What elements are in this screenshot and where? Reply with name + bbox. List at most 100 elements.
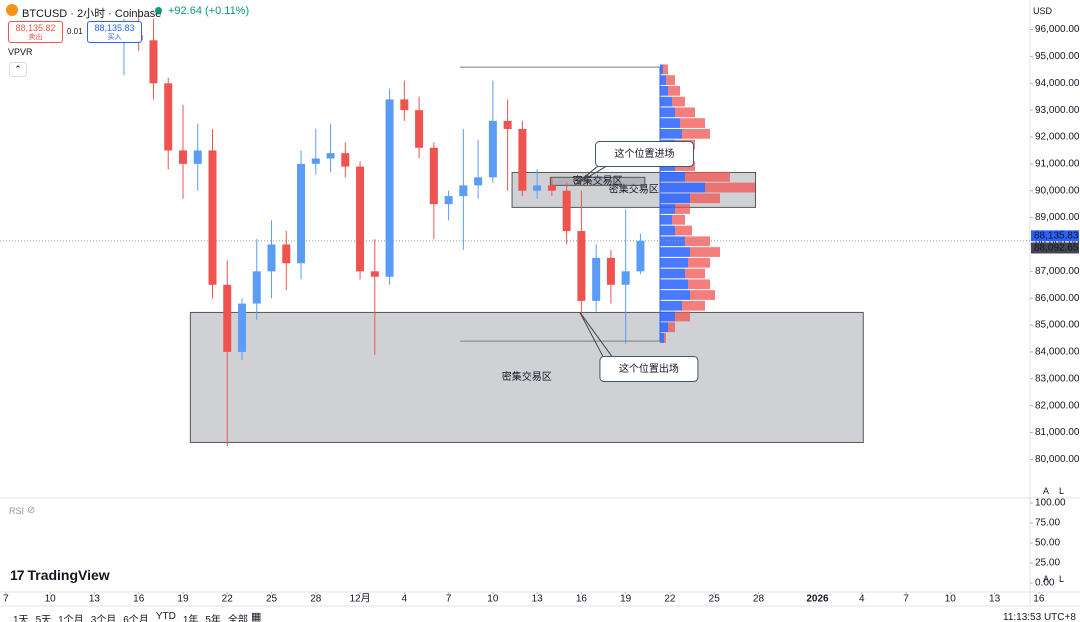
last-price-tag: [1031, 230, 1079, 242]
profile-up: [660, 247, 690, 257]
rsi-tick-label: 100.00: [1035, 498, 1066, 509]
profile-up: [660, 118, 680, 128]
sell-button[interactable]: 88,135.82 卖出: [8, 21, 63, 43]
profile-down: [685, 268, 705, 279]
profile-down: [672, 214, 685, 225]
log-scale[interactable]: L: [1059, 574, 1065, 584]
range-button[interactable]: 1天: [13, 615, 29, 622]
x-tick-label: 25: [709, 594, 721, 605]
y-tick-label: 89,000.00: [1035, 212, 1080, 223]
visibility-icon[interactable]: ⊘: [27, 505, 36, 516]
candle-body: [311, 158, 320, 164]
range-button[interactable]: 3个月: [90, 615, 117, 622]
collapse-button[interactable]: ⌃: [9, 62, 27, 77]
last-price-tag: [1031, 242, 1079, 254]
candle-body: [297, 163, 306, 264]
callout-box: [599, 355, 699, 382]
x-tick-label: 7: [446, 594, 452, 605]
symbol-title[interactable]: BTCUSD · 2小时 · Coinbase: [22, 8, 162, 20]
profile-up: [660, 300, 682, 311]
x-tick-label: 28: [753, 594, 765, 605]
candle-body: [606, 257, 615, 285]
profile-up: [660, 182, 705, 193]
zone-label: 密集交易区: [502, 370, 552, 383]
range-button[interactable]: 5年: [205, 615, 221, 622]
profile-down: [668, 322, 675, 333]
x-tick-label: 13: [89, 594, 101, 605]
y-tick-label: 86,000.00: [1035, 293, 1080, 304]
profile-up: [660, 96, 672, 107]
y-tick-label: 84,000.00: [1035, 347, 1080, 358]
profile-up: [660, 193, 690, 204]
range-bar: 1天 5天 1个月 3个月 6个月 YTD 1年 5年 全部: [13, 611, 248, 622]
buy-price: 88,135.83: [94, 23, 135, 33]
y-tick-label: 95,000.00: [1035, 51, 1080, 62]
range-button[interactable]: 全部: [227, 615, 248, 622]
zone-box: [549, 176, 646, 186]
callout-box: [595, 141, 695, 168]
log-scale[interactable]: L: [1059, 486, 1065, 496]
currency[interactable]: USD: [1033, 6, 1053, 16]
rsi-tick-label: 25.00: [1035, 558, 1060, 569]
profile-up: [660, 171, 685, 182]
profile-down: [675, 204, 690, 214]
candle-body: [193, 150, 202, 164]
profile-up: [660, 311, 675, 322]
y-tick-label: 87,000.00: [1035, 266, 1080, 277]
y-tick-label: 83,000.00: [1035, 373, 1080, 384]
candle-body: [149, 40, 158, 84]
profile-up: [660, 128, 682, 139]
x-tick-label: 22: [222, 594, 234, 605]
y-tick-label: 94,000.00: [1035, 78, 1080, 89]
range-button[interactable]: YTD: [155, 611, 176, 622]
profile-down: [675, 225, 692, 236]
x-tick-label: 10: [487, 594, 499, 605]
candle-body: [562, 190, 571, 232]
candle-body: [429, 147, 438, 205]
callout-pointer: [579, 312, 604, 357]
profile-down: [666, 75, 675, 85]
x-tick-label: 13: [989, 594, 1001, 605]
btc-icon: [6, 4, 18, 16]
brand-logo: 17 TradingView: [10, 567, 110, 583]
callout-pointer: [575, 165, 599, 185]
last-price-label: 88,135.83: [1034, 230, 1079, 241]
candle-body: [474, 177, 483, 186]
profile-down: [663, 64, 668, 75]
profile-up: [660, 290, 690, 300]
profile-up: [660, 268, 685, 279]
rsi-tick-label: 75.00: [1035, 518, 1060, 529]
x-tick-label: 13: [532, 594, 544, 605]
range-button[interactable]: 1年: [182, 615, 199, 622]
candle-body: [518, 128, 527, 191]
callout-text: 这个位置出场: [619, 362, 679, 375]
candle-body: [592, 257, 601, 301]
auto-scale[interactable]: A: [1043, 486, 1050, 496]
range-button[interactable]: 6个月: [123, 615, 149, 622]
candle-body: [164, 83, 173, 151]
rsi-tick-label: 50.00: [1035, 538, 1060, 549]
x-tick-label: 7: [903, 594, 909, 605]
x-tick-label: 7: [3, 594, 9, 605]
candle-body: [238, 303, 247, 352]
candle-body: [488, 120, 497, 178]
indicator-label[interactable]: VPVR: [8, 47, 33, 57]
candle-body: [223, 284, 232, 352]
range-button[interactable]: 5天: [35, 615, 52, 622]
callout-pointer: [579, 312, 613, 357]
calendar-icon[interactable]: ▦: [251, 611, 262, 622]
profile-down: [680, 118, 705, 128]
candle-body: [621, 271, 630, 285]
buy-button[interactable]: 88,135.83 买入: [87, 21, 142, 43]
auto-scale[interactable]: A: [1043, 574, 1050, 584]
spread: 0.01: [67, 27, 83, 36]
brand-name: TradingView: [27, 567, 110, 583]
profile-down: [668, 85, 680, 96]
y-tick-label: 93,000.00: [1035, 105, 1080, 116]
y-tick-label: 96,000.00: [1035, 24, 1080, 35]
candle-body: [326, 153, 335, 159]
range-button[interactable]: 1个月: [58, 615, 84, 622]
zone-box: [189, 311, 864, 443]
y-tick-label: 91,000.00: [1035, 159, 1080, 170]
